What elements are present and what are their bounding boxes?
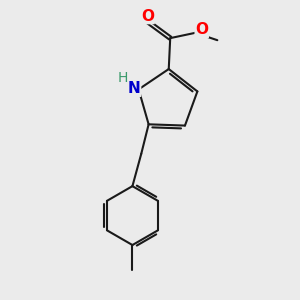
Text: H: H bbox=[117, 71, 128, 85]
Text: O: O bbox=[195, 22, 208, 38]
Text: N: N bbox=[128, 81, 141, 96]
Text: O: O bbox=[141, 8, 154, 23]
